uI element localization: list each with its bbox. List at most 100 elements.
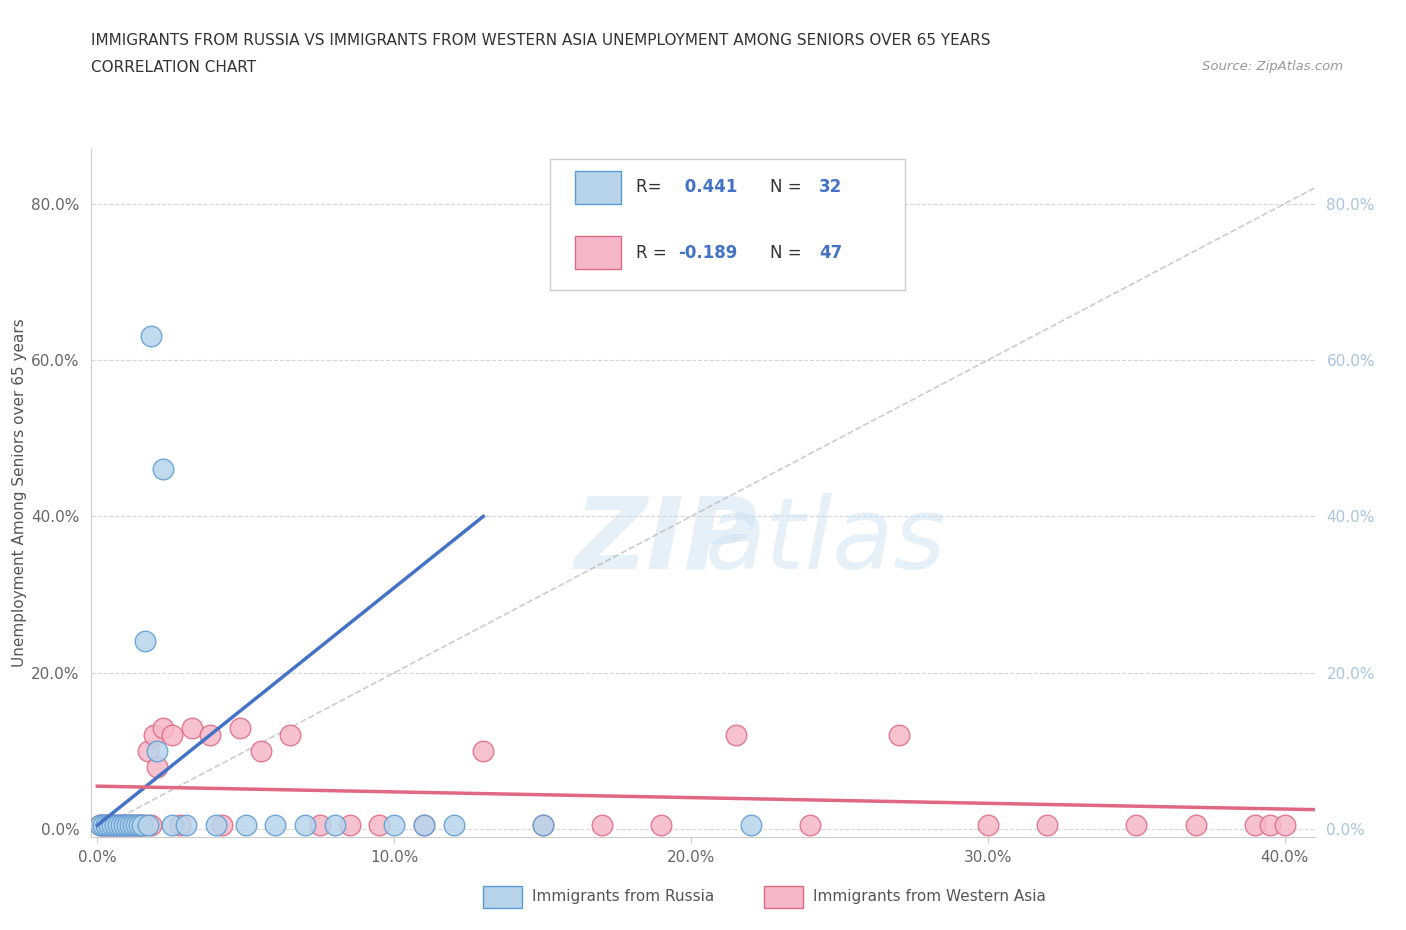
Point — [229, 720, 252, 735]
FancyBboxPatch shape — [575, 171, 621, 204]
Point — [176, 817, 198, 832]
Text: 47: 47 — [820, 244, 842, 261]
Point — [472, 744, 495, 759]
Point — [198, 728, 221, 743]
Point — [89, 817, 111, 832]
Point — [278, 728, 301, 743]
Point — [139, 329, 162, 344]
Point — [160, 728, 183, 743]
Point — [531, 817, 554, 832]
Point — [799, 817, 821, 832]
Point — [1185, 817, 1208, 832]
Point — [91, 817, 114, 832]
Point — [413, 817, 436, 832]
Point — [181, 720, 204, 735]
Point — [264, 817, 287, 832]
Y-axis label: Unemployment Among Seniors over 65 years: Unemployment Among Seniors over 65 years — [13, 319, 28, 668]
Text: CORRELATION CHART: CORRELATION CHART — [91, 60, 256, 75]
Point — [110, 817, 132, 832]
Point — [1036, 817, 1059, 832]
Point — [112, 817, 135, 832]
Point — [382, 817, 405, 832]
Point — [112, 817, 135, 832]
Point — [368, 817, 391, 832]
Point — [101, 817, 124, 832]
Text: 0.441: 0.441 — [679, 179, 737, 196]
Point — [125, 817, 148, 832]
Point — [115, 817, 138, 832]
Point — [104, 817, 127, 832]
Point — [98, 817, 121, 832]
Point — [887, 728, 910, 743]
Point — [413, 817, 436, 832]
Point — [740, 817, 762, 832]
Text: Immigrants from Western Asia: Immigrants from Western Asia — [813, 889, 1046, 904]
Text: R=: R= — [636, 179, 666, 196]
Point — [591, 817, 613, 832]
Point — [294, 817, 316, 832]
Point — [115, 817, 138, 832]
FancyBboxPatch shape — [482, 886, 522, 908]
Point — [724, 728, 747, 743]
Point — [125, 817, 148, 832]
Point — [443, 817, 465, 832]
Point — [977, 817, 1000, 832]
Text: Source: ZipAtlas.com: Source: ZipAtlas.com — [1202, 60, 1343, 73]
Point — [98, 817, 121, 832]
Point — [134, 634, 156, 649]
Point — [134, 817, 156, 832]
Point — [91, 817, 114, 832]
Point — [131, 817, 153, 832]
Point — [1274, 817, 1296, 832]
Point — [110, 817, 132, 832]
Text: ZIP: ZIP — [575, 493, 758, 590]
Text: N =: N = — [770, 244, 807, 261]
Point — [145, 744, 167, 759]
Point — [1258, 817, 1281, 832]
Point — [249, 744, 271, 759]
Point — [309, 817, 332, 832]
Point — [104, 817, 127, 832]
Point — [339, 817, 361, 832]
Point — [169, 817, 191, 832]
Point — [152, 720, 174, 735]
Point — [235, 817, 257, 832]
Point — [96, 817, 118, 832]
Point — [650, 817, 672, 832]
Point — [118, 817, 141, 832]
Text: 32: 32 — [820, 179, 842, 196]
Point — [107, 817, 129, 832]
Point — [101, 817, 124, 832]
Point — [142, 728, 165, 743]
Point — [323, 817, 346, 832]
FancyBboxPatch shape — [765, 886, 803, 908]
Point — [131, 817, 153, 832]
Point — [136, 817, 159, 832]
Text: -0.189: -0.189 — [679, 244, 738, 261]
Text: N =: N = — [770, 179, 807, 196]
Point — [136, 744, 159, 759]
Point — [1244, 817, 1267, 832]
Point — [531, 817, 554, 832]
Point — [122, 817, 145, 832]
Point — [205, 817, 228, 832]
Point — [128, 817, 150, 832]
Point — [139, 817, 162, 832]
Point — [96, 817, 118, 832]
Point — [107, 817, 129, 832]
Text: atlas: atlas — [704, 493, 946, 590]
Point — [118, 817, 141, 832]
Point — [160, 817, 183, 832]
Text: Immigrants from Russia: Immigrants from Russia — [531, 889, 714, 904]
Point — [89, 817, 111, 832]
Point — [1125, 817, 1147, 832]
FancyBboxPatch shape — [550, 159, 905, 290]
Point — [145, 759, 167, 774]
Text: IMMIGRANTS FROM RUSSIA VS IMMIGRANTS FROM WESTERN ASIA UNEMPLOYMENT AMONG SENIOR: IMMIGRANTS FROM RUSSIA VS IMMIGRANTS FRO… — [91, 33, 991, 47]
Point — [211, 817, 233, 832]
Point — [152, 462, 174, 477]
Point — [122, 817, 145, 832]
FancyBboxPatch shape — [575, 236, 621, 270]
Point — [128, 817, 150, 832]
Text: R =: R = — [636, 244, 672, 261]
